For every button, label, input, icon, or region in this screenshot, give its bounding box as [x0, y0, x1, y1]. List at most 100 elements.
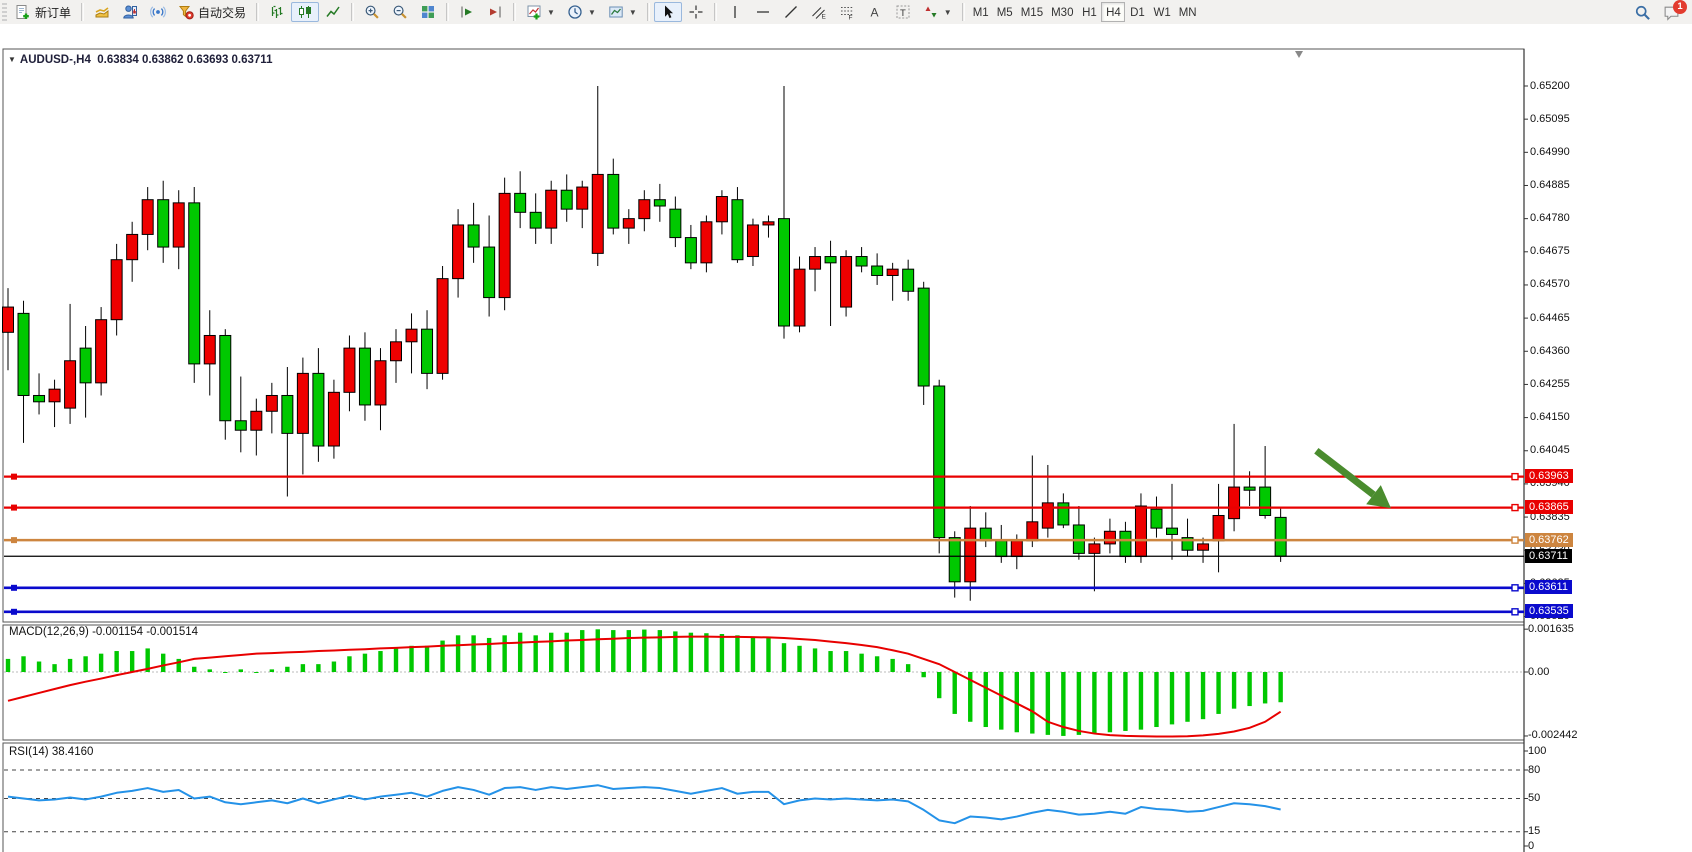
price-line-label[interactable]: 0.63711 — [1525, 548, 1572, 563]
timeframe-button-m30[interactable]: M30 — [1051, 7, 1074, 19]
data-window-button[interactable] — [116, 2, 144, 22]
toolbar-separator — [256, 3, 260, 21]
channel-button[interactable]: E — [805, 2, 833, 22]
chart-shift-button[interactable] — [481, 2, 509, 22]
tile-windows-button[interactable] — [414, 2, 442, 22]
arrow-annotation[interactable] — [1314, 447, 1391, 509]
signals-button[interactable] — [144, 2, 172, 22]
indicators-button[interactable]: ▼ — [520, 2, 561, 22]
candle — [265, 382, 278, 434]
candle — [653, 183, 666, 222]
zoom-in-button[interactable] — [358, 2, 386, 22]
timeframe-button-m1[interactable]: M1 — [972, 7, 989, 19]
candle — [669, 196, 682, 248]
notifications-button[interactable]: 1 — [1657, 0, 1687, 22]
cursor-button[interactable] — [653, 2, 682, 22]
search-button[interactable] — [1628, 2, 1657, 22]
text-button[interactable]: A — [861, 2, 889, 22]
candle — [327, 379, 340, 459]
macd-scale-label: -0.002442 — [1528, 729, 1578, 742]
templates-icon — [608, 4, 624, 20]
vertical-line-button[interactable] — [721, 2, 749, 22]
new-order-button[interactable]: 新订单 — [9, 2, 77, 22]
fibonacci-button[interactable]: F — [833, 2, 861, 22]
candle — [762, 215, 775, 238]
rsi-scale-label: 50 — [1528, 792, 1541, 804]
candle — [281, 367, 294, 497]
candle — [33, 373, 46, 415]
zoom-out-button[interactable] — [386, 2, 414, 22]
chart-ohlc-values: 0.63834 0.63862 0.63693 0.63711 — [97, 54, 273, 66]
line-handle[interactable] — [1511, 584, 1519, 592]
timeframe-button-h1[interactable]: H1 — [1082, 7, 1097, 19]
candle — [778, 86, 790, 339]
line-handle[interactable] — [11, 608, 17, 615]
candle — [855, 247, 868, 273]
autotrade-icon — [178, 4, 194, 20]
candle — [64, 303, 77, 424]
chevron-down-icon: ▼ — [628, 7, 637, 17]
candle — [374, 348, 387, 431]
line-handle[interactable] — [11, 537, 17, 544]
price-line-label[interactable]: 0.63611 — [1525, 580, 1572, 595]
macd-scale-label: 0.001635 — [1528, 622, 1574, 635]
timeframe-button-h4[interactable]: H4 — [1101, 2, 1126, 22]
toolbar-separator — [446, 3, 450, 21]
timeframe-button-m5[interactable]: M5 — [996, 7, 1013, 19]
candle — [591, 86, 604, 267]
templates-button[interactable]: ▼ — [602, 2, 643, 22]
candle — [219, 329, 232, 440]
arrows-button[interactable]: ▼ — [917, 2, 958, 22]
candle — [452, 209, 465, 298]
price-scale-label: 0.64360 — [1530, 344, 1570, 357]
timeframe-button-w1[interactable]: W1 — [1153, 7, 1171, 19]
price-line-label[interactable]: 0.63865 — [1525, 500, 1573, 515]
candle — [436, 266, 449, 380]
line-chart-button[interactable] — [319, 2, 347, 22]
timeframe-button-mn[interactable]: MN — [1178, 7, 1197, 19]
vline-icon — [727, 4, 743, 20]
line-handle[interactable] — [1511, 536, 1519, 544]
line-handle[interactable] — [11, 584, 17, 591]
autotrade-button[interactable]: 自动交易 — [172, 2, 252, 22]
crosshair-button[interactable] — [682, 2, 710, 22]
line-handle[interactable] — [1511, 503, 1519, 512]
svg-text:F: F — [848, 15, 852, 21]
collapse-triangle-icon[interactable]: ▼ — [8, 55, 16, 64]
candle — [1134, 493, 1147, 563]
horizontal-line-button[interactable] — [749, 2, 777, 22]
crosshair-icon — [688, 4, 704, 20]
candle — [172, 190, 185, 270]
candle — [731, 187, 744, 263]
candle — [809, 247, 822, 292]
timeframe-button-m15[interactable]: M15 — [1020, 7, 1044, 19]
line-handle[interactable] — [1511, 608, 1519, 616]
market-watch-button[interactable] — [88, 2, 116, 22]
auto-scroll-button[interactable] — [453, 2, 481, 22]
trendline-button[interactable] — [777, 2, 805, 22]
price-line-label[interactable]: 0.63535 — [1525, 604, 1573, 619]
candle-chart-button[interactable] — [291, 2, 320, 22]
candle — [234, 376, 247, 453]
autotrade-label: 自动交易 — [198, 5, 247, 20]
line-handle[interactable] — [1511, 472, 1519, 481]
chart-title: ▼ AUDUSD-,H4 0.63834 0.63862 0.63693 0.63… — [8, 54, 272, 66]
candle — [793, 256, 806, 333]
chart-window[interactable]: ▼ AUDUSD-,H4 0.63834 0.63862 0.63693 0.63… — [0, 24, 1692, 852]
candle — [514, 171, 527, 229]
line-handle[interactable] — [11, 504, 17, 511]
bar-chart-button[interactable] — [263, 2, 291, 22]
price-line-label[interactable]: 0.63963 — [1525, 469, 1573, 484]
chart-symbol-period: AUDUSD-,H4 — [19, 54, 91, 66]
signal-icon — [150, 4, 166, 20]
new-order-icon — [15, 4, 31, 20]
timeframe-button-d1[interactable]: D1 — [1130, 7, 1145, 19]
candle — [296, 357, 309, 475]
chevron-down-icon: ▼ — [587, 7, 596, 17]
toolbar-separator — [646, 3, 650, 21]
price-line-label[interactable]: 0.63762 — [1525, 532, 1573, 547]
candle — [824, 240, 837, 327]
text-label-button[interactable]: T — [889, 2, 917, 22]
line-handle[interactable] — [11, 473, 17, 480]
periods-button[interactable]: ▼ — [561, 2, 602, 22]
